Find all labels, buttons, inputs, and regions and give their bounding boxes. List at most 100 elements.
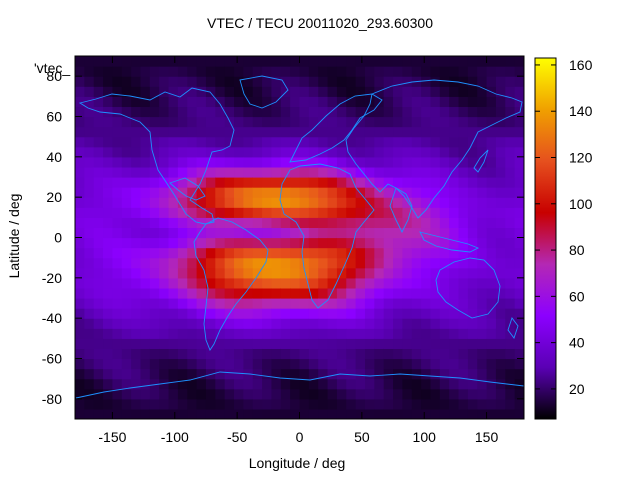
heatmap-cell xyxy=(486,187,497,198)
heatmap-cell xyxy=(355,257,366,269)
heatmap-cell xyxy=(93,368,104,380)
heatmap-cell xyxy=(439,177,450,188)
heatmap-cell xyxy=(421,348,432,360)
heatmap-cell xyxy=(439,96,450,108)
heatmap-cell xyxy=(196,287,207,299)
heatmap-cell xyxy=(439,328,450,339)
heatmap-cell xyxy=(364,187,375,198)
heatmap-cell xyxy=(271,126,282,138)
heatmap-cell xyxy=(103,378,114,390)
heatmap-cell xyxy=(421,66,432,77)
heatmap-cell xyxy=(346,298,357,309)
y-tick-label: 20 xyxy=(46,189,62,205)
heatmap-cell xyxy=(449,287,460,299)
heatmap-cell xyxy=(271,388,282,400)
heatmap-cell xyxy=(327,358,338,370)
heatmap-cell xyxy=(318,86,329,97)
heatmap-cell xyxy=(177,207,188,218)
heatmap-cell xyxy=(374,156,385,168)
heatmap-cell xyxy=(514,106,524,118)
heatmap-cell xyxy=(271,267,282,279)
heatmap-cell xyxy=(449,298,460,309)
heatmap-cell xyxy=(327,166,338,178)
heatmap-cell xyxy=(252,126,263,138)
heatmap-cell xyxy=(290,398,301,410)
heatmap-cell xyxy=(121,298,132,309)
heatmap-cell xyxy=(402,156,413,168)
heatmap-cell xyxy=(383,287,394,299)
heatmap-cell xyxy=(159,187,170,198)
heatmap-cell xyxy=(439,66,450,77)
heatmap-cell xyxy=(411,156,422,168)
heatmap-cell xyxy=(187,56,198,67)
heatmap-cell xyxy=(318,287,329,299)
heatmap-cell xyxy=(168,96,179,108)
heatmap-cell xyxy=(411,328,422,339)
heatmap-cell xyxy=(486,287,497,299)
heatmap-cell xyxy=(290,328,301,339)
heatmap-cell xyxy=(196,177,207,188)
heatmap-cell xyxy=(243,398,254,410)
heatmap-cell xyxy=(131,287,142,299)
heatmap-cell xyxy=(430,257,441,269)
heatmap-cell xyxy=(327,237,338,249)
heatmap-cell xyxy=(196,96,207,108)
heatmap-cell xyxy=(505,66,516,77)
heatmap-cell xyxy=(187,298,198,309)
heatmap-cell xyxy=(271,156,282,168)
heatmap-cell xyxy=(430,378,441,390)
heatmap-cell xyxy=(411,106,422,118)
heatmap-cell xyxy=(505,116,516,128)
heatmap-cell xyxy=(421,106,432,118)
heatmap-cell xyxy=(486,177,497,188)
heatmap-cell xyxy=(215,257,226,269)
heatmap-cell xyxy=(149,388,160,400)
heatmap-cell xyxy=(131,146,142,158)
heatmap-cell xyxy=(467,277,478,289)
heatmap-cell xyxy=(131,86,142,97)
heatmap-cell xyxy=(149,207,160,218)
heatmap-cell xyxy=(168,56,179,67)
heatmap-cell xyxy=(290,227,301,239)
heatmap-cell xyxy=(458,136,469,148)
heatmap-cell xyxy=(93,146,104,158)
heatmap-cell xyxy=(327,86,338,97)
heatmap-cell xyxy=(514,66,524,77)
heatmap-cell xyxy=(112,408,123,419)
heatmap-cell xyxy=(271,197,282,208)
heatmap-cell xyxy=(449,106,460,118)
heatmap-cell xyxy=(383,398,394,410)
heatmap-cell xyxy=(121,378,132,390)
heatmap-cell xyxy=(84,156,95,168)
heatmap-cell xyxy=(280,257,291,269)
coastline-greenland xyxy=(239,75,289,109)
heatmap-cell xyxy=(514,156,524,168)
heatmap-cell xyxy=(290,217,301,229)
heatmap-cell xyxy=(84,247,95,259)
heatmap-cell xyxy=(327,328,338,339)
heatmap-cell xyxy=(318,126,329,138)
heatmap-cell xyxy=(495,136,506,148)
heatmap-cell xyxy=(93,197,104,208)
heatmap-cell xyxy=(421,318,432,329)
heatmap-cell xyxy=(346,146,357,158)
heatmap-cell xyxy=(84,76,95,87)
heatmap-cell xyxy=(514,277,524,289)
heatmap-cell xyxy=(205,86,216,97)
heatmap-cell xyxy=(168,156,179,168)
heatmap-cell xyxy=(308,66,319,77)
heatmap-cell xyxy=(402,96,413,108)
heatmap-cell xyxy=(355,308,366,319)
heatmap-cell xyxy=(411,237,422,249)
heatmap-cell xyxy=(355,277,366,289)
heatmap-cell xyxy=(495,146,506,158)
heatmap-cell xyxy=(383,247,394,259)
heatmap-cell xyxy=(280,76,291,87)
heatmap-cell xyxy=(243,257,254,269)
coastline-australia xyxy=(435,257,501,319)
heatmap-cell xyxy=(131,207,142,218)
heatmap-cell xyxy=(149,368,160,380)
heatmap-cell xyxy=(355,146,366,158)
heatmap-cell xyxy=(327,408,338,419)
heatmap-cell xyxy=(402,368,413,380)
